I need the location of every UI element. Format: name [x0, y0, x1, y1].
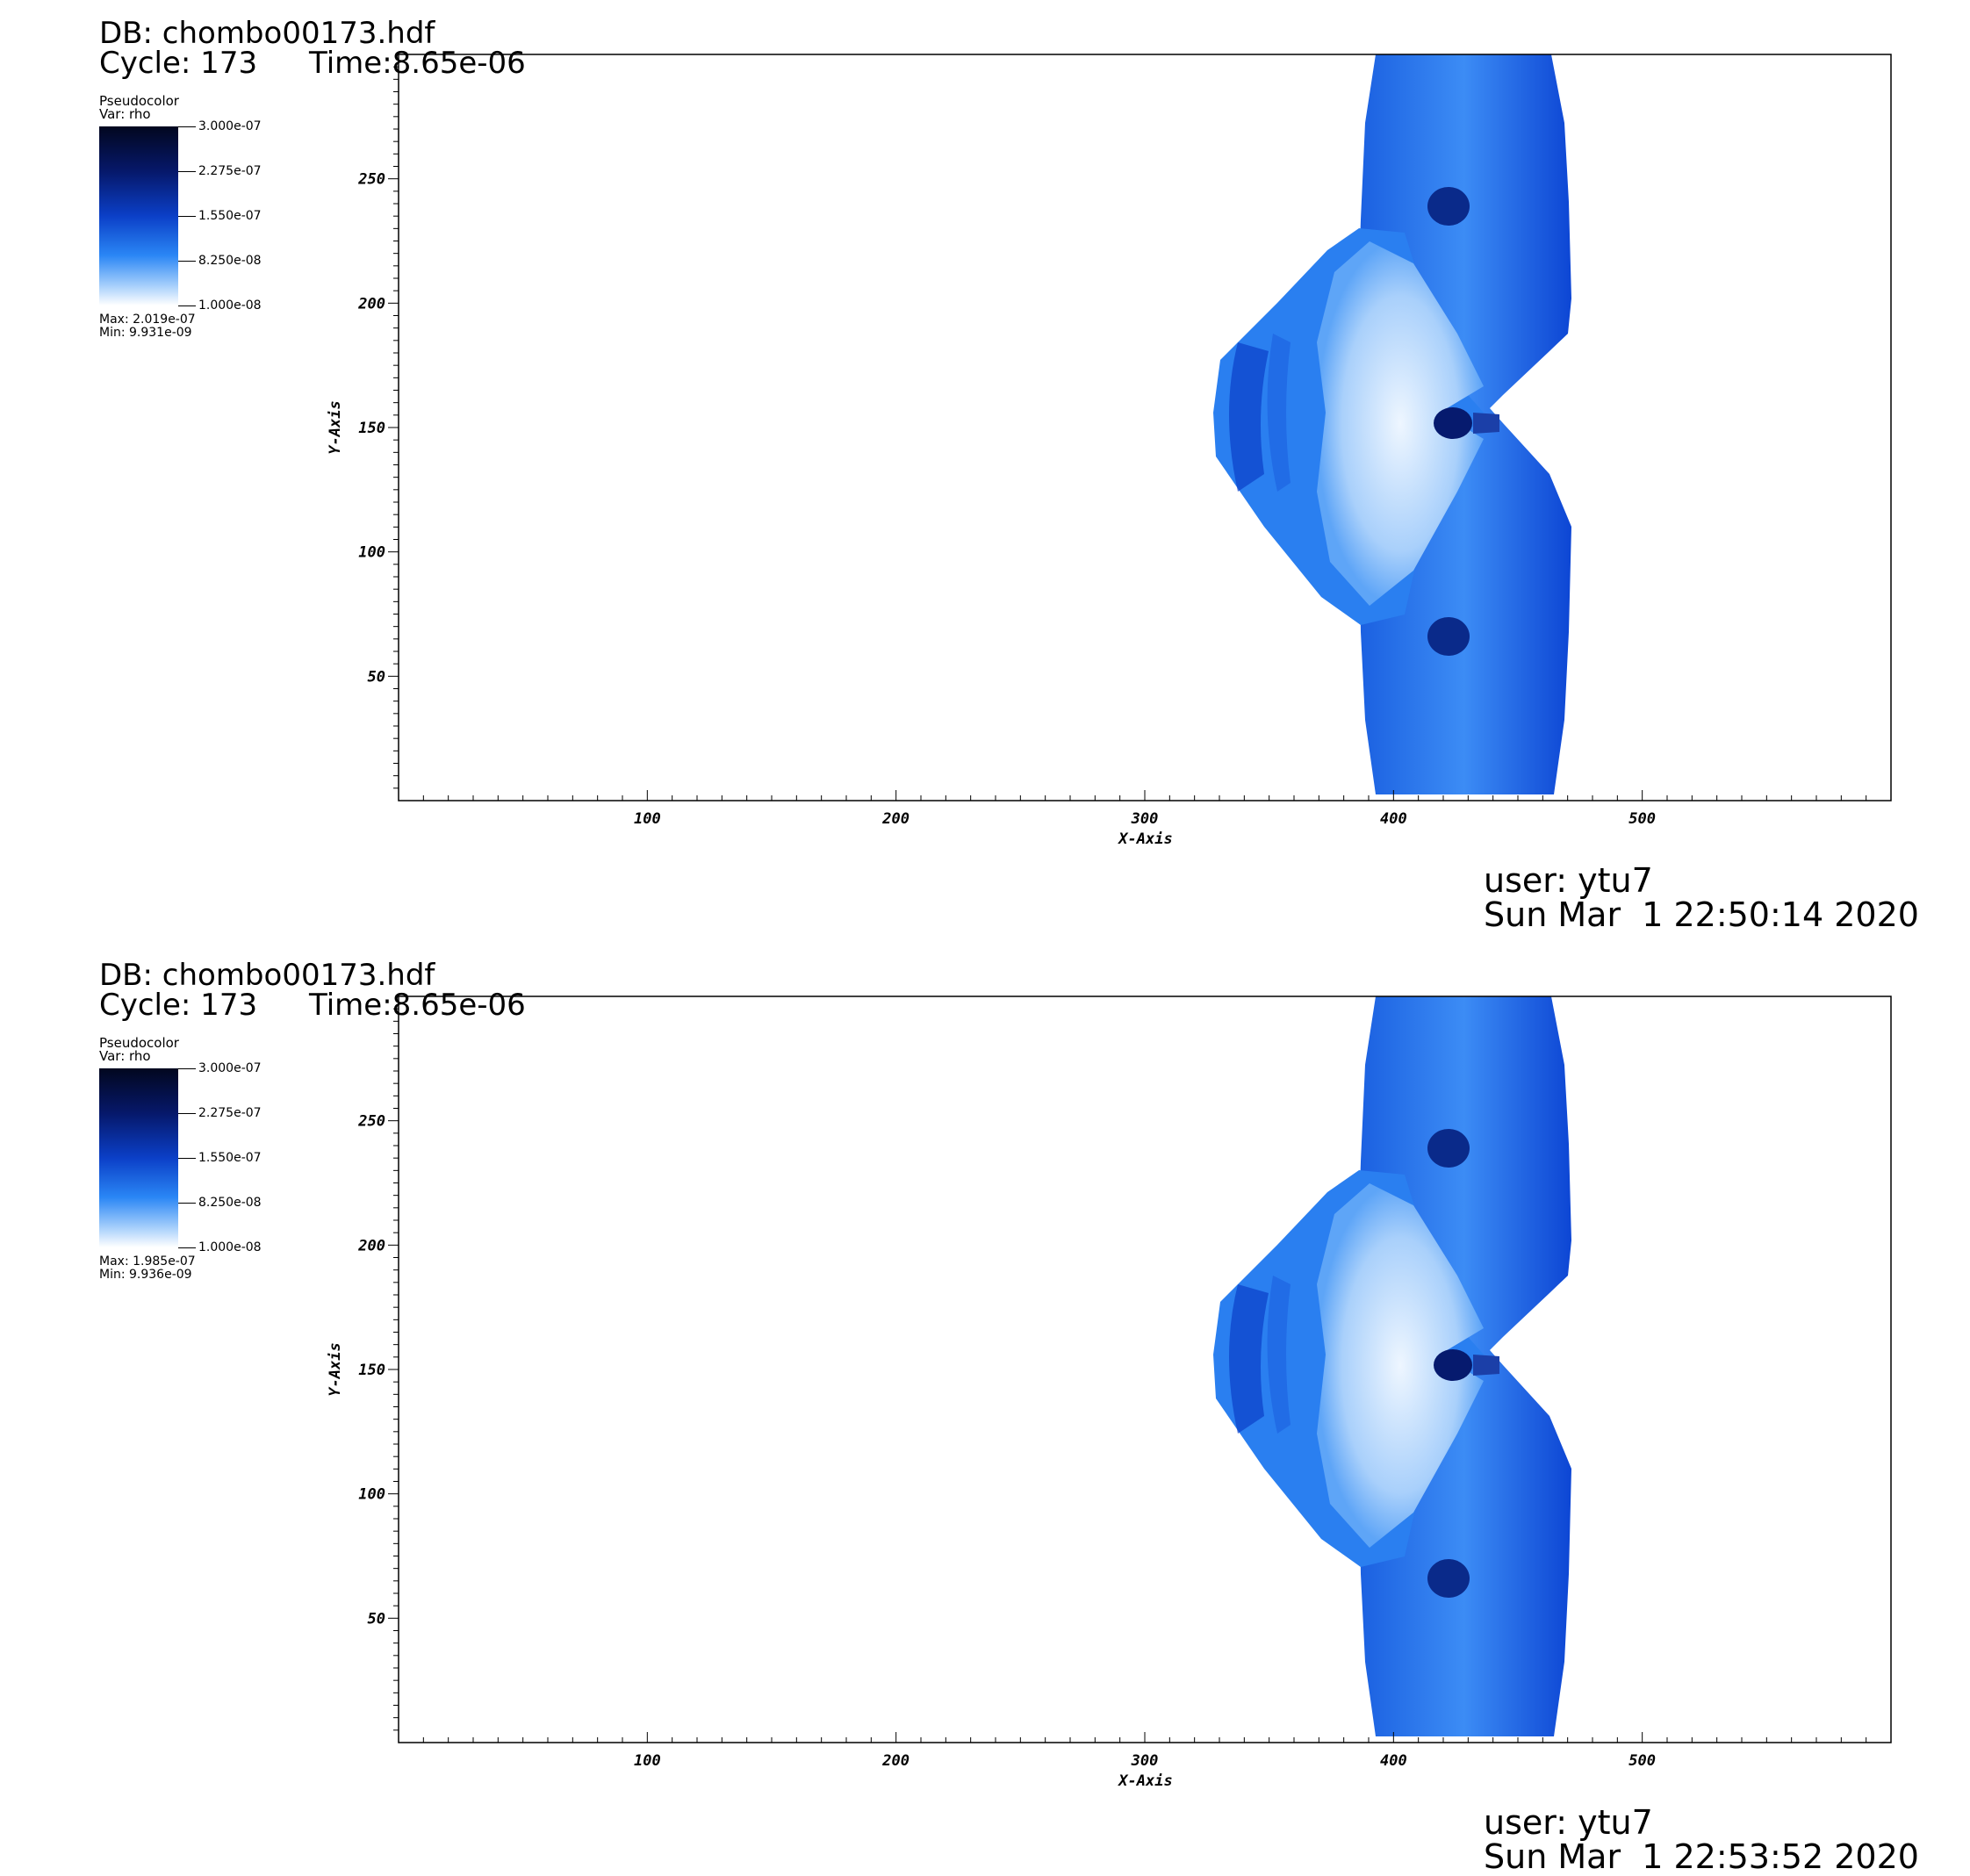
legend-var: Var: rho	[99, 106, 151, 122]
y-tick-label: 150	[358, 1362, 385, 1379]
db-label: DB: chombo00173.hdf	[99, 16, 435, 51]
heatmap-plot: 100 200 300 400 500 50 100 150 200 250 X-Axis Y-…	[327, 996, 1892, 1790]
plot-frame	[398, 996, 1892, 1743]
colorbar-tick	[178, 171, 196, 172]
colorbar-tick	[178, 305, 196, 306]
x-tick-label: 200	[881, 1752, 910, 1770]
legend-plot-type: Pseudocolor	[99, 93, 179, 109]
y-axis: 50 100 150 200 250	[357, 1008, 399, 1731]
y-tick-label: 150	[358, 420, 385, 437]
y-axis-title: Y-Axis	[327, 1342, 344, 1396]
cycle-label: Cycle: 173	[99, 988, 258, 1023]
x-tick-label: 500	[1628, 1752, 1656, 1770]
colorbar-tick	[178, 126, 196, 127]
y-tick-label: 200	[357, 295, 385, 313]
colorbar	[99, 126, 178, 305]
user-label: user: ytu7	[1484, 861, 1653, 900]
colorbar-label: 8.250e-08	[198, 254, 262, 268]
y-tick-label: 250	[357, 1113, 385, 1131]
plot-frame	[398, 54, 1892, 801]
x-axis: 100 200 300 400 500	[422, 1732, 1867, 1770]
y-axis-title: Y-Axis	[327, 400, 344, 454]
colorbar-tick	[178, 216, 196, 217]
density-field	[1213, 54, 1571, 794]
db-label: DB: chombo00173.hdf	[99, 958, 435, 993]
colorbar-tick	[178, 1113, 196, 1114]
legend-var: Var: rho	[99, 1048, 151, 1064]
x-tick-label: 200	[881, 810, 910, 828]
colorbar-tick	[178, 1203, 196, 1204]
x-tick-label: 400	[1380, 810, 1407, 828]
x-tick-label: 100	[634, 1752, 661, 1770]
y-tick-label: 50	[368, 1610, 385, 1628]
user-label: user: ytu7	[1484, 1803, 1653, 1842]
colorbar-label: 1.550e-07	[198, 1151, 262, 1165]
plot-panel-1: DB: chombo00173.hdf Cycle: 173 Time:8.65…	[0, 0, 1970, 934]
x-axis: 100 200 300 400 500	[422, 790, 1867, 828]
colorbar-label: 2.275e-07	[198, 1106, 262, 1120]
colorbar-label: 1.000e-08	[198, 1240, 262, 1254]
colorbar	[99, 1068, 178, 1247]
colorbar-label: 1.000e-08	[198, 298, 262, 313]
colorbar-label: 2.275e-07	[198, 164, 262, 178]
x-tick-label: 500	[1628, 810, 1656, 828]
x-axis-title: X-Axis	[1117, 830, 1172, 848]
time-label: Time:8.65e-06	[309, 988, 526, 1023]
y-tick-label: 100	[358, 544, 385, 562]
y-tick-label: 100	[358, 1486, 385, 1504]
date-label: Sun Mar 1 22:53:52 2020	[1484, 1837, 1919, 1876]
date-label: Sun Mar 1 22:50:14 2020	[1484, 895, 1919, 934]
plot-panel-2: DB: chombo00173.hdf Cycle: 173 Time:8.65…	[0, 942, 1970, 1876]
x-axis-title: X-Axis	[1117, 1772, 1172, 1790]
colorbar-tick	[178, 1247, 196, 1248]
density-field	[1213, 996, 1571, 1736]
x-tick-label: 400	[1380, 1752, 1407, 1770]
colorbar-tick	[178, 1158, 196, 1159]
x-tick-label: 100	[634, 810, 661, 828]
legend-plot-type: Pseudocolor	[99, 1035, 179, 1051]
data-max: Max: 2.019e-07	[99, 313, 196, 327]
x-tick-label: 300	[1131, 1752, 1159, 1770]
x-tick-label: 300	[1131, 810, 1159, 828]
y-tick-label: 50	[368, 668, 385, 686]
colorbar-tick	[178, 1068, 196, 1069]
colorbar-label: 8.250e-08	[198, 1196, 262, 1210]
y-tick-label: 250	[357, 171, 385, 189]
cycle-label: Cycle: 173	[99, 46, 258, 81]
colorbar-label: 3.000e-07	[198, 1061, 262, 1075]
data-min: Min: 9.931e-09	[99, 326, 192, 340]
time-label: Time:8.65e-06	[309, 46, 526, 81]
y-tick-label: 200	[357, 1237, 385, 1254]
colorbar-tick	[178, 261, 196, 262]
y-axis: 50 100 150 200 250	[357, 66, 399, 789]
colorbar-label: 3.000e-07	[198, 119, 262, 133]
colorbar-label: 1.550e-07	[198, 209, 262, 223]
data-min: Min: 9.936e-09	[99, 1268, 192, 1282]
data-max: Max: 1.985e-07	[99, 1254, 196, 1269]
heatmap-plot: 100 200 300 400 500 50 100 150 200 250 X-Axis Y-…	[327, 54, 1892, 848]
